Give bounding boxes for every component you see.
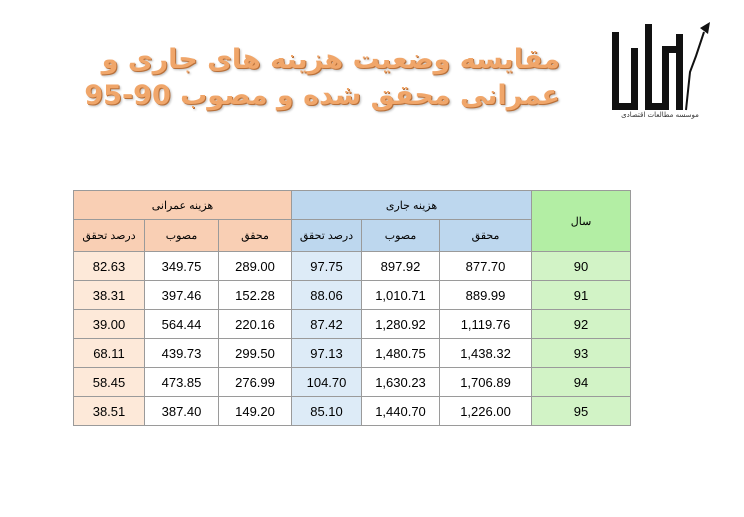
year-cell: 91 — [531, 280, 632, 310]
dev-realized-cell: 149.20 — [218, 396, 292, 426]
dev-percent-header: درصد تحقق — [73, 219, 145, 252]
dev-percent-cell: 82.63 — [73, 251, 145, 281]
dev-realized-cell: 152.28 — [218, 280, 292, 310]
dev-realized-cell: 276.99 — [218, 367, 292, 397]
table-row: 38.31 397.46 152.28 88.06 1,010.71 889.9… — [73, 280, 632, 310]
dev-approved-cell: 349.75 — [144, 251, 219, 281]
dev-percent-cell: 38.51 — [73, 396, 145, 426]
cur-percent-cell: 88.06 — [291, 280, 362, 310]
cur-percent-header: درصد تحقق — [291, 219, 362, 252]
cur-realized-cell: 1,438.32 — [438, 338, 533, 368]
current-cost-header: هزینه جاری — [290, 190, 533, 220]
cost-comparison-table: هزینه عمرانی هزینه جاری سال درصد تحقق مص… — [73, 190, 632, 426]
cur-percent-cell: 97.13 — [291, 338, 362, 368]
dev-approved-cell: 387.40 — [144, 396, 219, 426]
cur-approved-header: مصوب — [361, 219, 440, 252]
dev-approved-header: مصوب — [144, 219, 219, 252]
year-cell: 94 — [531, 367, 632, 397]
dev-approved-cell: 397.46 — [144, 280, 219, 310]
development-cost-header: هزینه عمرانی — [73, 190, 292, 220]
dev-approved-cell: 439.73 — [144, 338, 219, 368]
dev-percent-cell: 68.11 — [73, 338, 145, 368]
cur-realized-cell: 1,119.76 — [438, 309, 533, 339]
dev-approved-cell: 564.44 — [144, 309, 219, 339]
year-cell: 90 — [531, 251, 632, 281]
cur-approved-cell: 1,480.75 — [361, 338, 440, 368]
table-row: 68.11 439.73 299.50 97.13 1,480.75 1,438… — [73, 338, 632, 368]
header-row-subcolumns: درصد تحقق مصوب محقق درصد تحقق مصوب محقق — [73, 219, 631, 252]
dev-percent-cell: 58.45 — [73, 367, 145, 397]
dev-percent-cell: 38.31 — [73, 280, 145, 310]
title-line-1: مقایسه وضعیت هزینه های جاری و — [101, 44, 560, 75]
cur-percent-cell: 85.10 — [291, 396, 362, 426]
table-row: 58.45 473.85 276.99 104.70 1,630.23 1,70… — [73, 367, 632, 397]
table-row: 38.51 387.40 149.20 85.10 1,440.70 1,226… — [73, 396, 632, 426]
header-row-groups: هزینه عمرانی هزینه جاری سال — [73, 190, 632, 252]
cur-approved-cell: 1,630.23 — [361, 367, 440, 397]
cur-approved-cell: 1,010.71 — [361, 280, 440, 310]
cur-realized-cell: 1,226.00 — [438, 396, 533, 426]
cur-percent-cell: 97.75 — [291, 251, 362, 281]
logo-subtitle: موسسه مطالعات اقتصادی — [621, 111, 699, 119]
dev-realized-cell: 289.00 — [218, 251, 292, 281]
cur-approved-cell: 897.92 — [361, 251, 440, 281]
title-line-2: عمرانی محقق شده و مصوب 90-95 — [84, 80, 560, 111]
cur-realized-cell: 1,706.89 — [438, 367, 533, 397]
dev-realized-cell: 220.16 — [218, 309, 292, 339]
dev-approved-cell: 473.85 — [144, 367, 219, 397]
table-row: 39.00 564.44 220.16 87.42 1,280.92 1,119… — [73, 309, 632, 339]
cur-approved-cell: 1,280.92 — [361, 309, 440, 339]
cur-percent-cell: 87.42 — [291, 309, 362, 339]
dev-percent-cell: 39.00 — [73, 309, 145, 339]
cur-realized-header: محقق — [438, 219, 533, 252]
year-cell: 93 — [531, 338, 632, 368]
dev-realized-cell: 299.50 — [218, 338, 292, 368]
cur-percent-cell: 104.70 — [291, 367, 362, 397]
cur-realized-cell: 877.70 — [438, 251, 533, 281]
cur-approved-cell: 1,440.70 — [361, 396, 440, 426]
bamdad-logo — [612, 22, 710, 111]
cur-realized-cell: 889.99 — [438, 280, 533, 310]
table-row: 82.63 349.75 289.00 97.75 897.92 877.70 … — [73, 251, 632, 281]
year-cell: 92 — [531, 309, 632, 339]
year-cell: 95 — [531, 396, 632, 426]
year-header: سال — [531, 190, 632, 252]
dev-realized-header: محقق — [218, 219, 292, 252]
page-title: مقایسه وضعیت هزینه های جاری و عمرانی محق… — [40, 42, 560, 114]
